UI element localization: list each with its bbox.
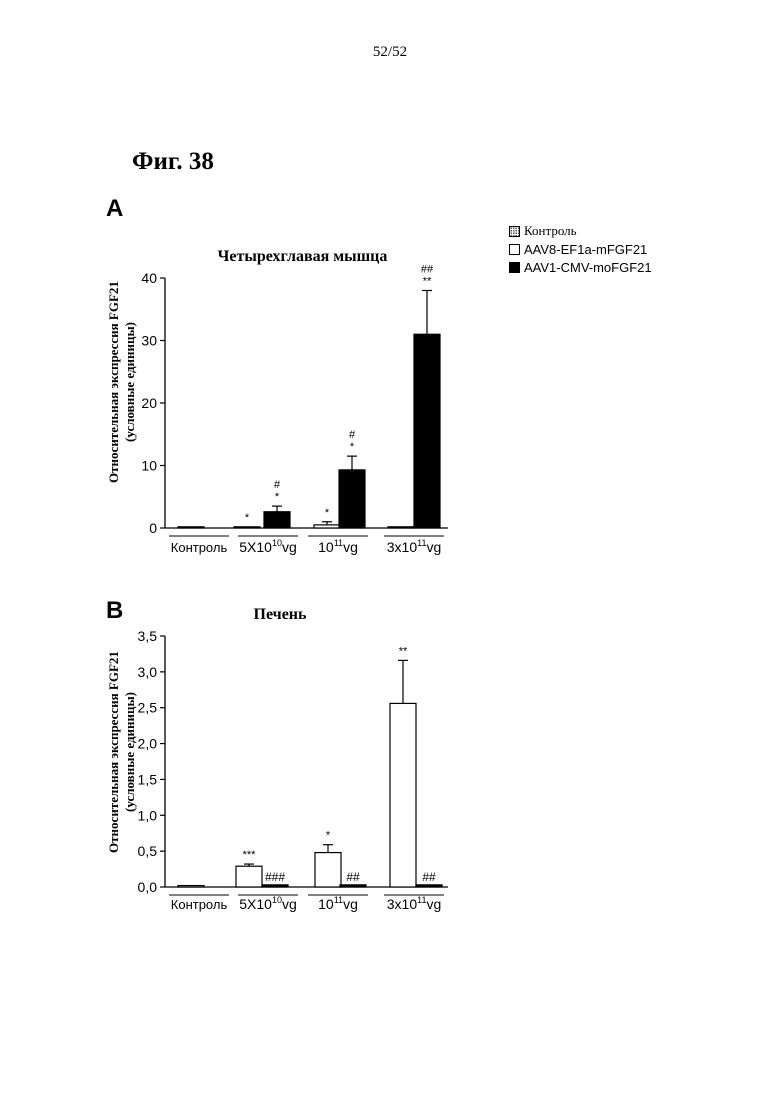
panel-b-y-tick-label: 1,5 bbox=[138, 771, 158, 787]
panel-b-y-tick-label: 3,5 bbox=[138, 628, 158, 644]
panel-b-bar bbox=[178, 886, 204, 887]
panel-a-x-tick-label: 3x1011vg bbox=[387, 538, 442, 555]
panel-b-bar bbox=[390, 703, 416, 887]
panel-b-x-tick-label: 1011vg bbox=[318, 895, 358, 912]
panel-b-y-tick-label: 2,5 bbox=[138, 700, 158, 716]
panel-a-x-tick-label: Контроль bbox=[171, 540, 228, 555]
panel-b-y-tick-label: 0,0 bbox=[138, 879, 158, 895]
panel-b-y-tick-label: 0,5 bbox=[138, 843, 158, 859]
panel-a-significance-mark: * bbox=[350, 441, 355, 453]
panel-b-significance-mark: ** bbox=[399, 645, 408, 657]
panel-a-y-tick-label: 30 bbox=[141, 333, 157, 349]
panel-a-y-tick-label: 40 bbox=[141, 270, 157, 286]
panel-b-bar bbox=[262, 885, 288, 887]
panel-a-significance-mark: * bbox=[275, 491, 280, 503]
panel-a-bar bbox=[234, 527, 260, 528]
panel-a-bar bbox=[388, 527, 414, 528]
panel-a-bar bbox=[414, 334, 440, 528]
panel-a-bar bbox=[339, 470, 365, 528]
panel-b-x-tick-label: 3x1011vg bbox=[387, 895, 442, 912]
panel-a-x-tick-label: 5X1010vg bbox=[239, 538, 297, 555]
panel-a-significance-mark: * bbox=[325, 507, 330, 519]
panel-a-y-tick-label: 0 bbox=[149, 520, 157, 536]
panel-a-significance-mark: * bbox=[245, 512, 250, 524]
panel-a-y-tick-label: 20 bbox=[141, 395, 157, 411]
panel-a-y-tick-label: 10 bbox=[141, 458, 157, 474]
panel-a-significance-mark: ** bbox=[423, 276, 432, 288]
panel-b-bar bbox=[315, 853, 341, 887]
panel-b-significance-mark: ## bbox=[422, 870, 436, 884]
panel-a-significance-mark: # bbox=[349, 429, 356, 441]
panel-b-significance-mark: ## bbox=[346, 870, 360, 884]
panel-b-y-tick-label: 2,0 bbox=[138, 736, 158, 752]
panel-b-bar bbox=[340, 885, 366, 887]
panel-b-x-tick-label: 5X1010vg bbox=[239, 895, 297, 912]
panel-b-significance-mark: * bbox=[326, 830, 331, 842]
panel-a-bar bbox=[314, 525, 340, 528]
panel-b-bar bbox=[416, 885, 442, 887]
panel-b-significance-mark: ### bbox=[265, 870, 285, 884]
panel-b-y-tick-label: 1,0 bbox=[138, 807, 158, 823]
panel-b-significance-mark: *** bbox=[243, 849, 257, 861]
panel-b-y-tick-label: 3,0 bbox=[138, 664, 158, 680]
panel-b-bar bbox=[236, 866, 262, 887]
panel-a-significance-mark: ## bbox=[421, 264, 434, 276]
panel-a-bar bbox=[178, 527, 204, 528]
panel-b-x-tick-label: Контроль bbox=[171, 897, 228, 912]
panel-a-x-tick-label: 1011vg bbox=[318, 538, 358, 555]
panel-a-significance-mark: # bbox=[274, 479, 281, 491]
panel-a-bar bbox=[264, 512, 290, 528]
